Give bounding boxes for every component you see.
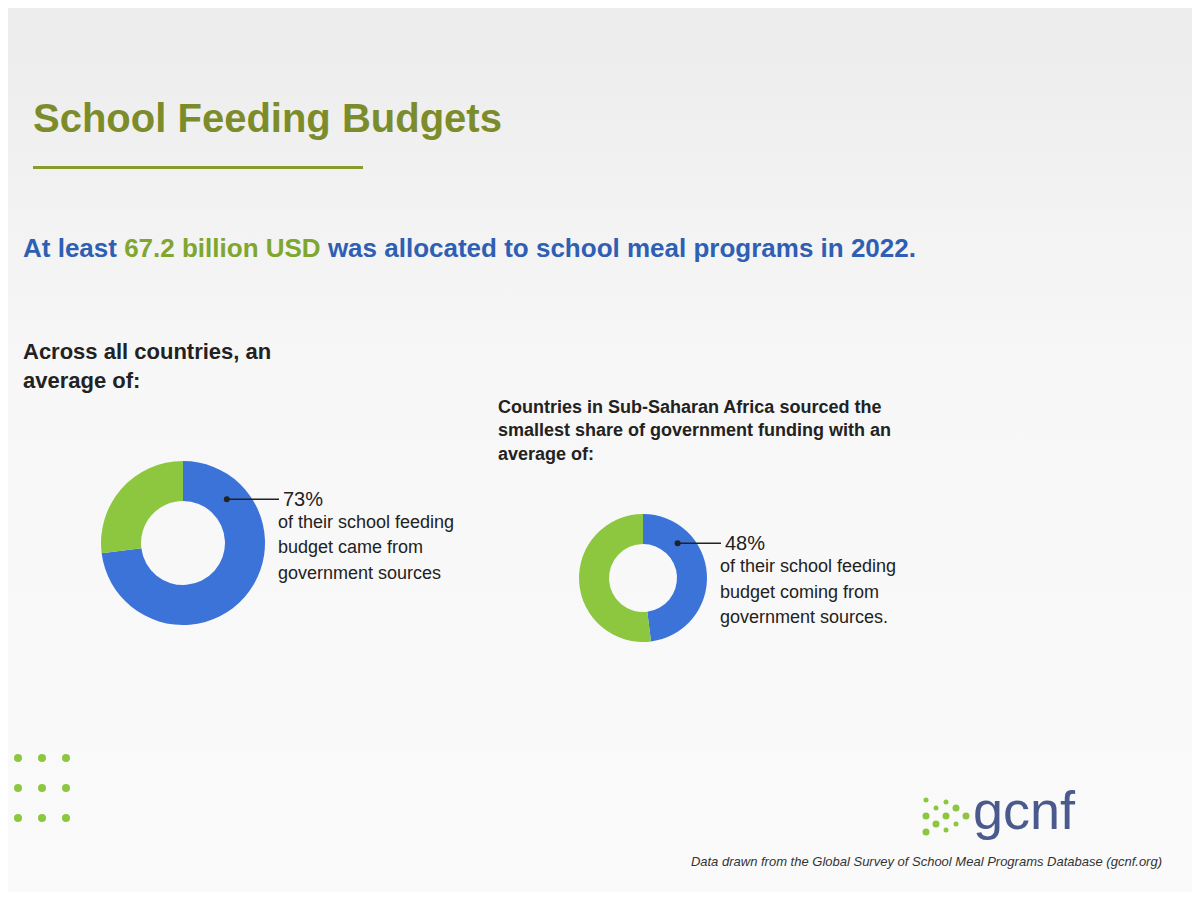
svg-text:73%: 73% xyxy=(283,488,323,510)
html-text:At least 67.2 billion USD was: At least 67.2 billion USD was allocated … xyxy=(23,233,916,263)
svg-text:48%: 48% xyxy=(725,532,765,554)
html-text:gcnf: gcnf xyxy=(973,780,1076,840)
html-text:of their school feeding budget: of their school feeding budget came from… xyxy=(278,512,455,583)
html-text:Data drawn from the Global Sur: Data drawn from the Global Survey of Sch… xyxy=(690,854,1162,869)
html-text:Countries in Sub-Saharan Afric: Countries in Sub-Saharan Africa sourced … xyxy=(498,397,892,464)
html-text:of their school feeding budget: of their school feeding budget coming fr… xyxy=(720,556,897,627)
html-text:School Feeding Budgets: School Feeding Budgets xyxy=(33,96,502,140)
html-text:Across all countries, an avera: Across all countries, an average of: xyxy=(23,339,272,393)
